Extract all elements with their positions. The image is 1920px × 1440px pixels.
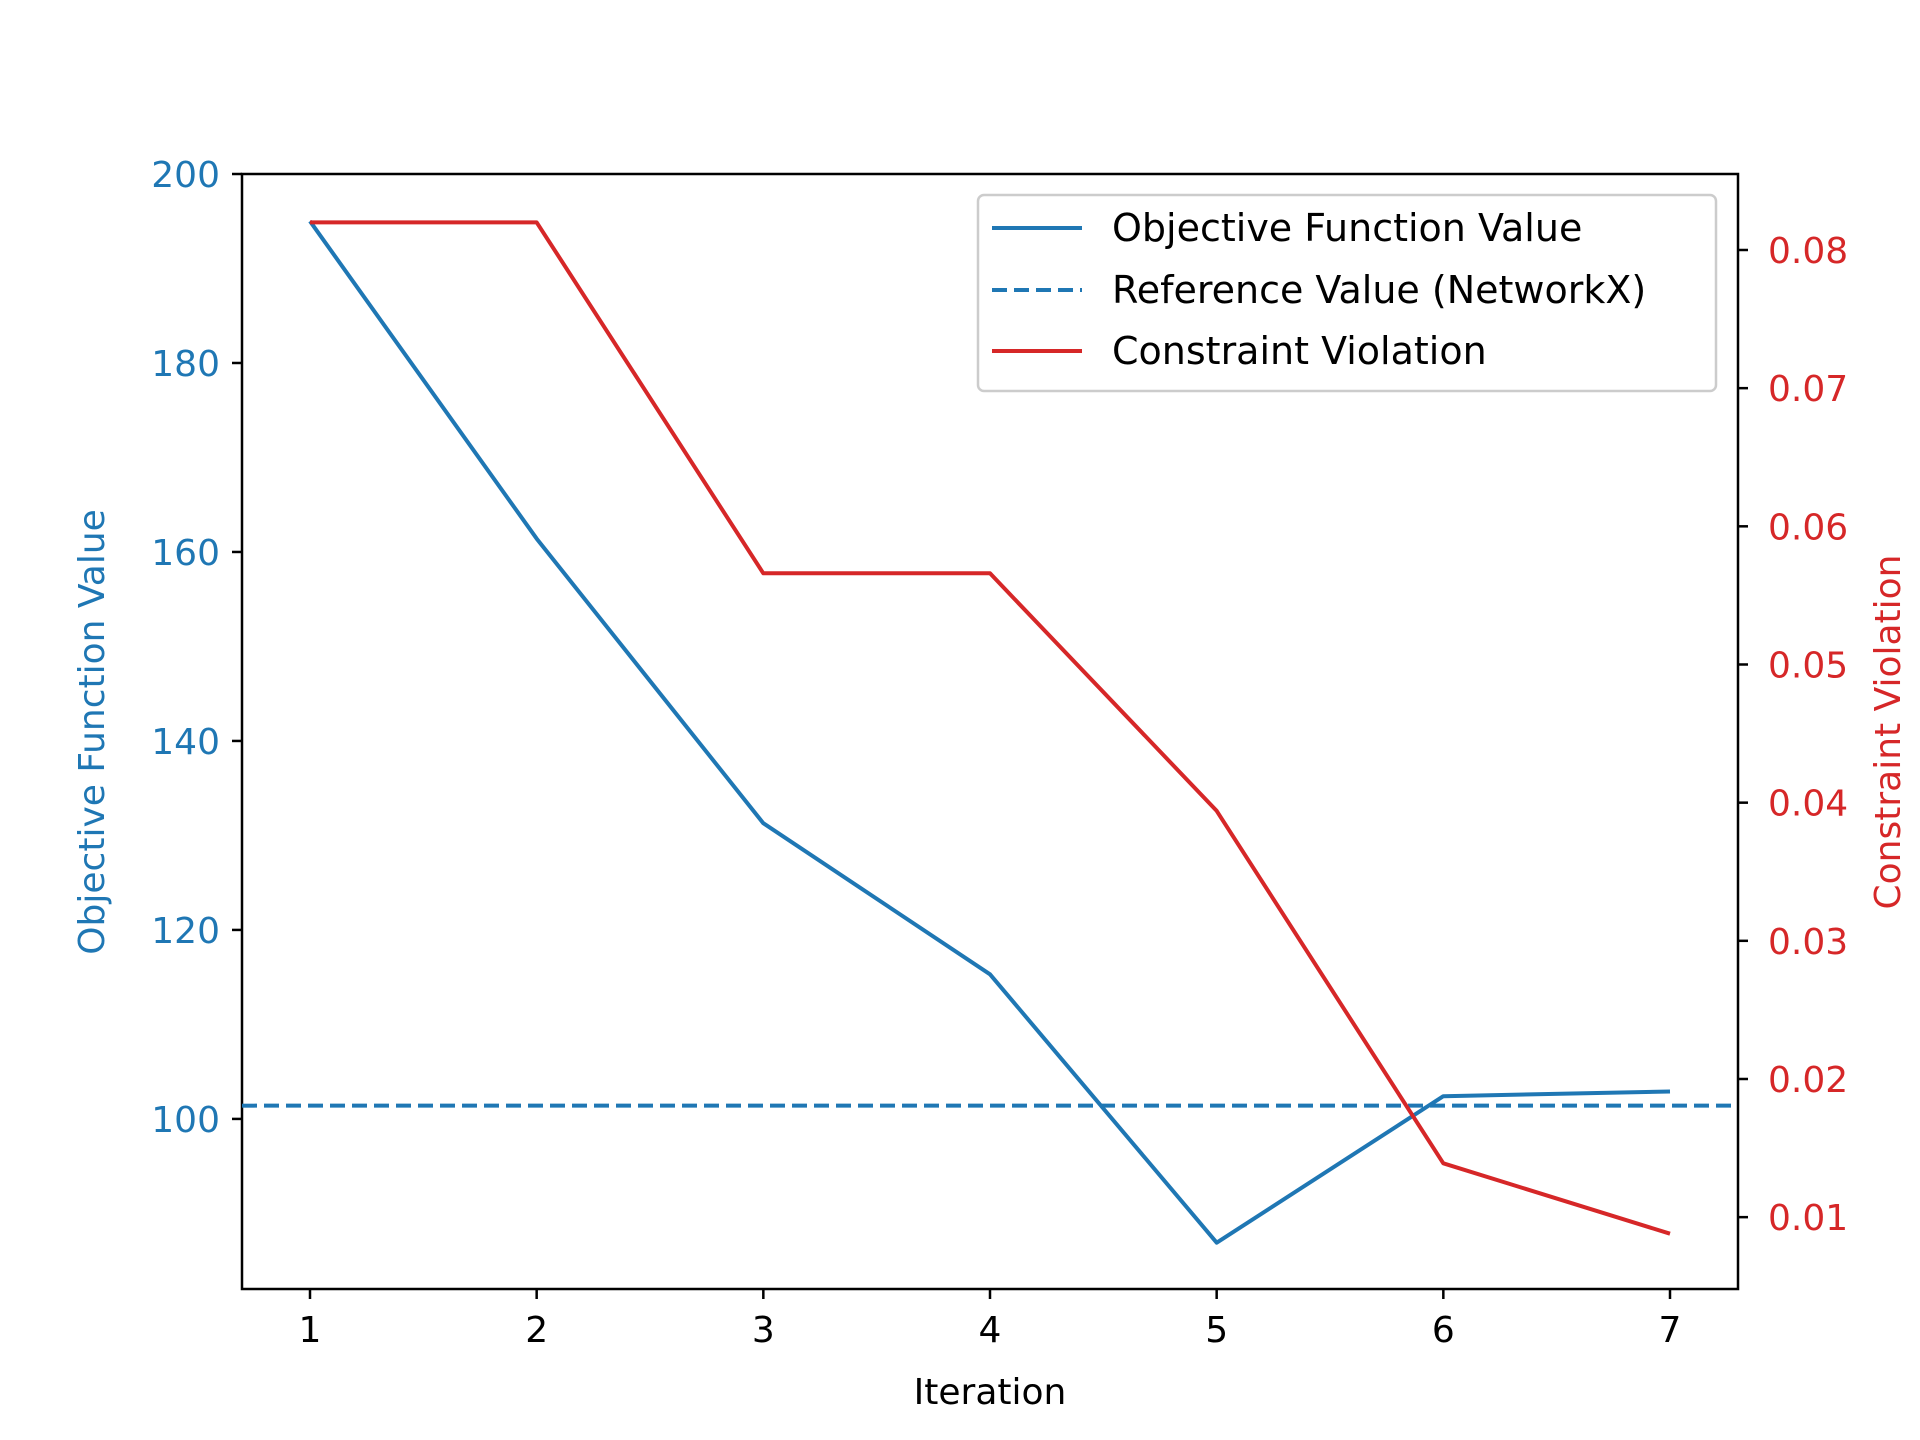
right-tick-label: 0.05 xyxy=(1768,645,1848,686)
right-y-axis: 0.01 0.02 0.03 0.04 0.05 0.06 0.07 0.08 xyxy=(1738,231,1848,1239)
x-tick-label: 4 xyxy=(979,1310,1002,1351)
x-axis: 1 2 3 4 5 6 7 xyxy=(299,1289,1682,1351)
left-tick-label: 120 xyxy=(151,911,220,952)
x-axis-label: Iteration xyxy=(914,1372,1067,1413)
left-y-axis-label: Objective Function Value xyxy=(72,509,113,955)
left-tick-label: 140 xyxy=(151,722,220,763)
x-tick-label: 7 xyxy=(1659,1310,1682,1351)
left-y-axis: 100 120 140 160 180 200 xyxy=(151,155,242,1141)
legend: Objective Function Value Reference Value… xyxy=(976,193,1718,393)
x-tick-label: 6 xyxy=(1432,1310,1455,1351)
right-tick-label: 0.01 xyxy=(1768,1198,1848,1239)
right-tick-label: 0.03 xyxy=(1768,922,1848,963)
x-tick-label: 5 xyxy=(1205,1310,1228,1351)
legend-label-objective: Objective Function Value xyxy=(1112,206,1582,250)
x-tick-label: 2 xyxy=(525,1310,548,1351)
x-tick-label: 3 xyxy=(752,1310,775,1351)
legend-label-constraint: Constraint Violation xyxy=(1112,329,1487,373)
left-tick-label: 160 xyxy=(151,533,220,574)
right-tick-label: 0.08 xyxy=(1768,231,1848,272)
legend-frame xyxy=(976,193,1718,393)
series-line-constraint-violation xyxy=(310,220,1671,1236)
x-tick-label: 1 xyxy=(299,1310,322,1351)
left-tick-label: 200 xyxy=(151,155,220,196)
right-y-axis-label: Constraint Violation xyxy=(1868,555,1909,910)
series-layer xyxy=(242,220,1738,1245)
left-tick-label: 100 xyxy=(151,1100,220,1141)
right-tick-label: 0.06 xyxy=(1768,507,1848,548)
right-tick-label: 0.04 xyxy=(1768,784,1848,825)
right-tick-label: 0.02 xyxy=(1768,1060,1848,1101)
left-tick-label: 180 xyxy=(151,344,220,385)
legend-label-reference: Reference Value (NetworkX) xyxy=(1112,268,1646,312)
series-line-objective-function-value xyxy=(308,220,1671,1245)
right-tick-label: 0.07 xyxy=(1768,369,1848,410)
